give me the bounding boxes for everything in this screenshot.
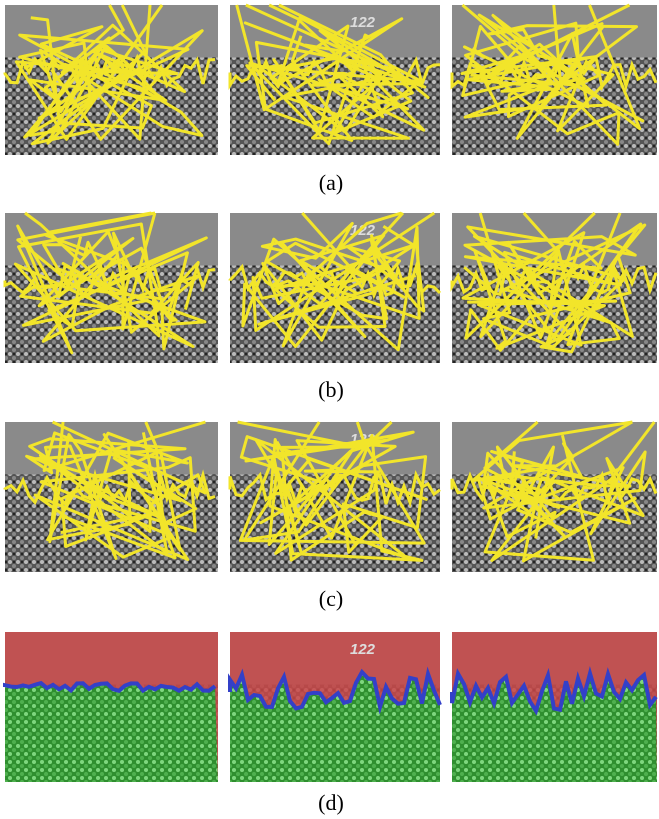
image-panel: 122 <box>230 422 440 572</box>
row-label: (d) <box>318 790 344 815</box>
row-label: (a) <box>319 170 343 195</box>
image-panel <box>5 5 218 155</box>
row-label: (c) <box>319 586 343 611</box>
foreground-region <box>5 683 218 782</box>
image-panel: 122 <box>230 5 440 155</box>
image-panel <box>5 213 218 363</box>
image-panel <box>5 632 218 782</box>
image-panel <box>452 632 657 782</box>
sign-text: 122 <box>350 14 376 31</box>
image-panel <box>452 422 657 572</box>
image-panel <box>452 5 657 155</box>
image-panel: 122 <box>230 213 440 363</box>
image-panel: 122122 <box>230 632 440 782</box>
sign-text: 122 <box>350 641 376 658</box>
row-label: (b) <box>318 377 344 402</box>
image-panel <box>452 213 657 363</box>
image-panel <box>5 422 218 572</box>
figure: 122 (a) 122 (b) 122 (c) 122122 (d) <box>0 0 659 819</box>
